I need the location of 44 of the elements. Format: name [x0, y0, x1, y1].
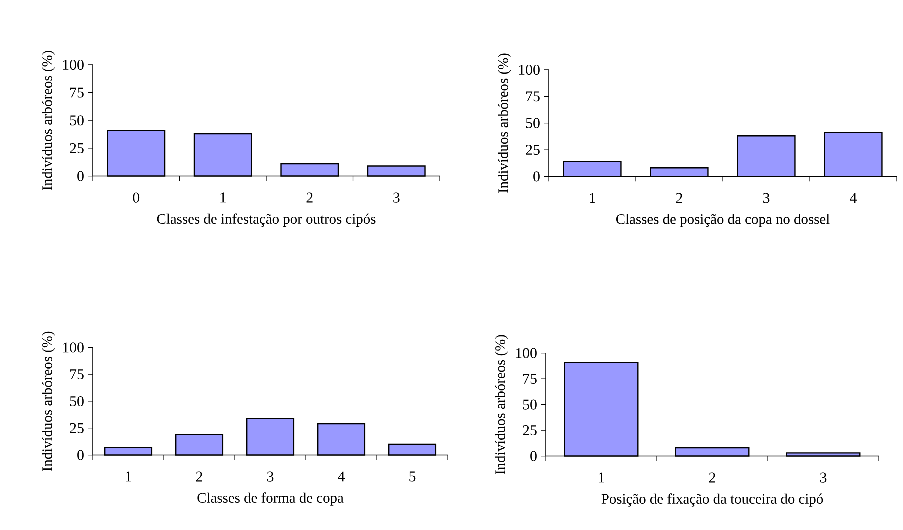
x-axis-title: Classes de forma de copa [198, 492, 344, 506]
x-tick-label: 1 [126, 472, 132, 482]
y-tick-label: 25 [70, 423, 84, 434]
y-tick-label: 100 [519, 64, 540, 76]
x-tick-label: 1 [220, 192, 226, 203]
y-tick-label: 0 [78, 450, 84, 460]
y-tick-label: 0 [534, 172, 540, 182]
y-tick-label: 0 [530, 451, 537, 462]
x-tick-label: 3 [820, 472, 827, 483]
y-axis-title: Indivíduos arbóreos (%) [42, 51, 56, 190]
x-axis-title: Classes de infestação por outros cipós [157, 214, 376, 227]
x-tick-label: 2 [709, 472, 716, 483]
y-tick-label: 75 [526, 92, 540, 102]
y-tick-label: 50 [523, 400, 537, 410]
y-tick-label: 25 [526, 144, 540, 156]
x-tick-label: 3 [763, 193, 770, 204]
x-tick-label: 2 [306, 192, 313, 203]
x-tick-label: 1 [599, 472, 604, 483]
y-tick-label: 0 [78, 171, 84, 182]
y-tick-label: 25 [70, 143, 84, 154]
x-tick-label: 3 [267, 472, 274, 482]
x-tick-label: 2 [196, 472, 202, 482]
y-tick-label: 100 [63, 342, 84, 353]
x-axis-title: Classes de posição da copa no dossel [616, 214, 830, 228]
y-tick-label: 25 [523, 426, 537, 436]
y-tick-label: 100 [516, 348, 537, 358]
y-tick-label: 50 [70, 116, 84, 126]
y-tick-label: 50 [526, 118, 540, 128]
y-tick-label: 50 [70, 396, 84, 407]
x-tick-label: 4 [850, 193, 858, 204]
x-tick-label: 4 [338, 472, 346, 482]
x-axis-title: Posição de fixação da touceira do cipó [602, 494, 824, 507]
y-tick-label: 75 [524, 374, 537, 384]
x-tick-label: 3 [394, 192, 400, 203]
y-axis-title: Indivíduos arbóreos (%) [42, 332, 56, 472]
y-tick-label: 100 [63, 60, 84, 70]
y-axis-title: Indivíduos arbóreos (%) [495, 335, 508, 474]
y-tick-label: 75 [70, 88, 84, 98]
x-tick-label: 1 [590, 193, 596, 204]
y-axis-title: Indivíduos arbóreos (%) [498, 54, 512, 194]
x-tick-label: 2 [676, 193, 682, 204]
y-tick-label: 75 [70, 370, 84, 380]
x-tick-label: 5 [410, 472, 416, 482]
x-tick-label: 0 [133, 192, 140, 203]
